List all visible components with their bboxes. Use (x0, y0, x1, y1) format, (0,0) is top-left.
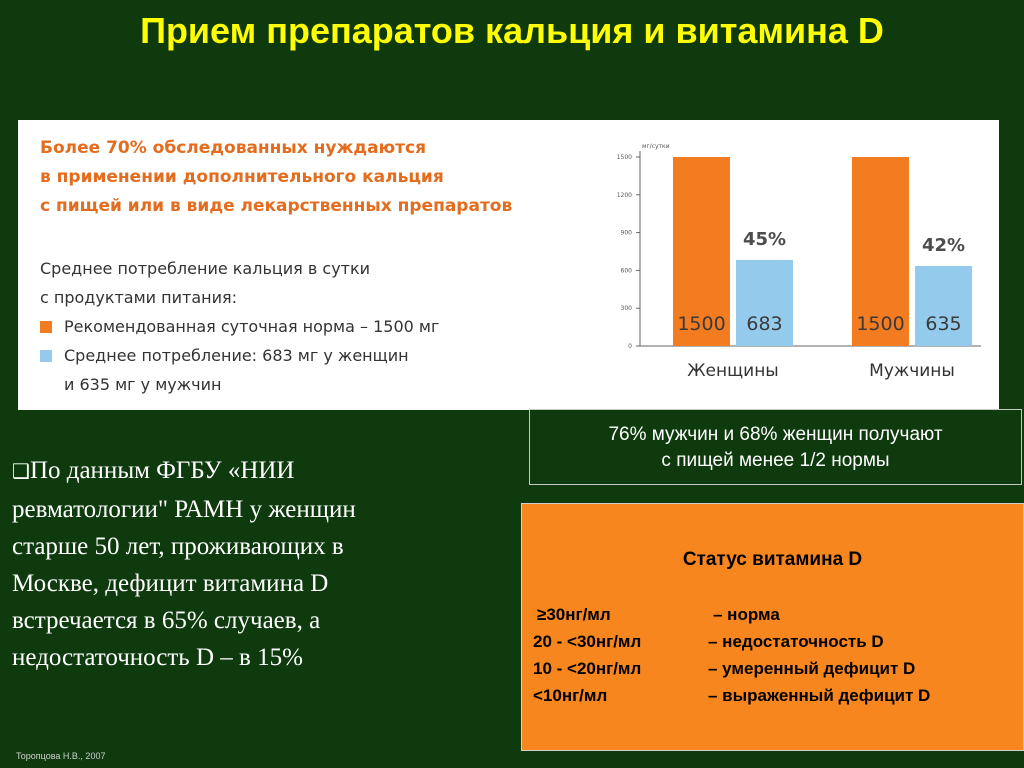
heading-line: в применении дополнительного кальция (40, 167, 444, 187)
source-credit: Торопцова Н.В., 2007 (16, 751, 106, 761)
heading-line: с пищей или в виде лекарственных препара… (40, 196, 513, 216)
y-tick-label: 1200 (617, 192, 632, 199)
calcium-bar-chart: мг/сутки 0 300 600 900 1200 1500 1500 683 45% Женщ… (617, 143, 981, 381)
intake-legend-block: Среднее потребление кальция в сутки с пр… (40, 254, 580, 399)
bar (673, 157, 730, 346)
card-heading: Более 70% обследованных нуждаются в прим… (40, 134, 600, 221)
heading-line: Более 70% обследованных нуждаются (40, 138, 426, 158)
study-line: встречается в 65% случаев, а (12, 607, 321, 634)
status-meaning: – умеренный дефицит D (708, 659, 916, 678)
calcium-info-card: Более 70% обследованных нуждаются в прим… (18, 120, 999, 410)
status-range: 10 - <20нг/мл (533, 659, 642, 678)
blue-square-icon (40, 350, 52, 362)
study-line: По данным ФГБУ «НИИ (29, 457, 295, 484)
percent-label: 45% (743, 229, 786, 250)
study-line-first: ❑По данным ФГБУ «НИИ (12, 452, 522, 491)
study-text: ❑По данным ФГБУ «НИИ ревматологии" РАМН … (12, 452, 522, 676)
bar-value-label: 1500 (677, 313, 725, 335)
status-meaning: – норма (713, 605, 780, 624)
category-label: Мужчины (869, 361, 955, 381)
legend-item-consumption: Среднее потребление: 683 мг у женщин (40, 341, 580, 370)
legend-continuation: и 635 мг у мужчин (64, 375, 222, 394)
bar (736, 259, 793, 346)
vitamin-d-status-box: Статус витамина D ≥30нг/мл – норма 20 - … (521, 503, 1024, 751)
study-line: ревматологии" РАМН у женщин (12, 496, 356, 523)
legend-label: Рекомендованная суточная норма – 1500 мг (64, 317, 440, 336)
y-tick-label: 600 (621, 267, 633, 274)
study-line: недостаточность D – в 15% (12, 644, 303, 671)
status-meaning: – выраженный дефицит D (708, 686, 931, 705)
status-title: Статус витамина D (682, 549, 863, 570)
bar-value-label: 635 (925, 313, 961, 335)
y-tick-label: 900 (621, 230, 633, 237)
legend-item-recommended: Рекомендованная суточная норма – 1500 мг (40, 312, 580, 341)
slide-title: Прием препаратов кальция и витамина D (140, 10, 884, 51)
intake-line: Среднее потребление кальция в сутки (40, 259, 371, 278)
bar-value-label: 1500 (856, 313, 904, 335)
bar (915, 265, 972, 346)
checkbox-bullet-icon: ❑ (12, 461, 30, 483)
legend-label: Среднее потребление: 683 мг у женщин (64, 346, 409, 365)
y-tick-label: 0 (628, 343, 632, 350)
intake-note-box: 76% мужчин и 68% женщин получают с пищей… (529, 409, 1022, 485)
y-unit-label: мг/сутки (642, 143, 670, 150)
bar-value-label: 683 (746, 313, 782, 335)
intake-line: с продуктами питания: (40, 288, 238, 307)
study-line: старше 50 лет, проживающих в (12, 533, 344, 560)
status-range: <10нг/мл (533, 686, 608, 705)
percent-label: 42% (922, 235, 965, 256)
note-line: с пищей менее 1/2 нормы (661, 450, 890, 471)
category-label: Женщины (687, 361, 778, 381)
orange-square-icon (40, 321, 52, 333)
status-range: 20 - <30нг/мл (533, 632, 642, 651)
bar (852, 157, 909, 346)
study-line: Москве, дефицит витамина D (12, 570, 329, 597)
status-range: ≥30нг/мл (537, 605, 611, 624)
y-tick-label: 300 (621, 305, 633, 312)
status-meaning: – недостаточность D (708, 632, 884, 651)
y-tick-label: 1500 (617, 154, 632, 161)
note-line: 76% мужчин и 68% женщин получают (608, 424, 943, 445)
